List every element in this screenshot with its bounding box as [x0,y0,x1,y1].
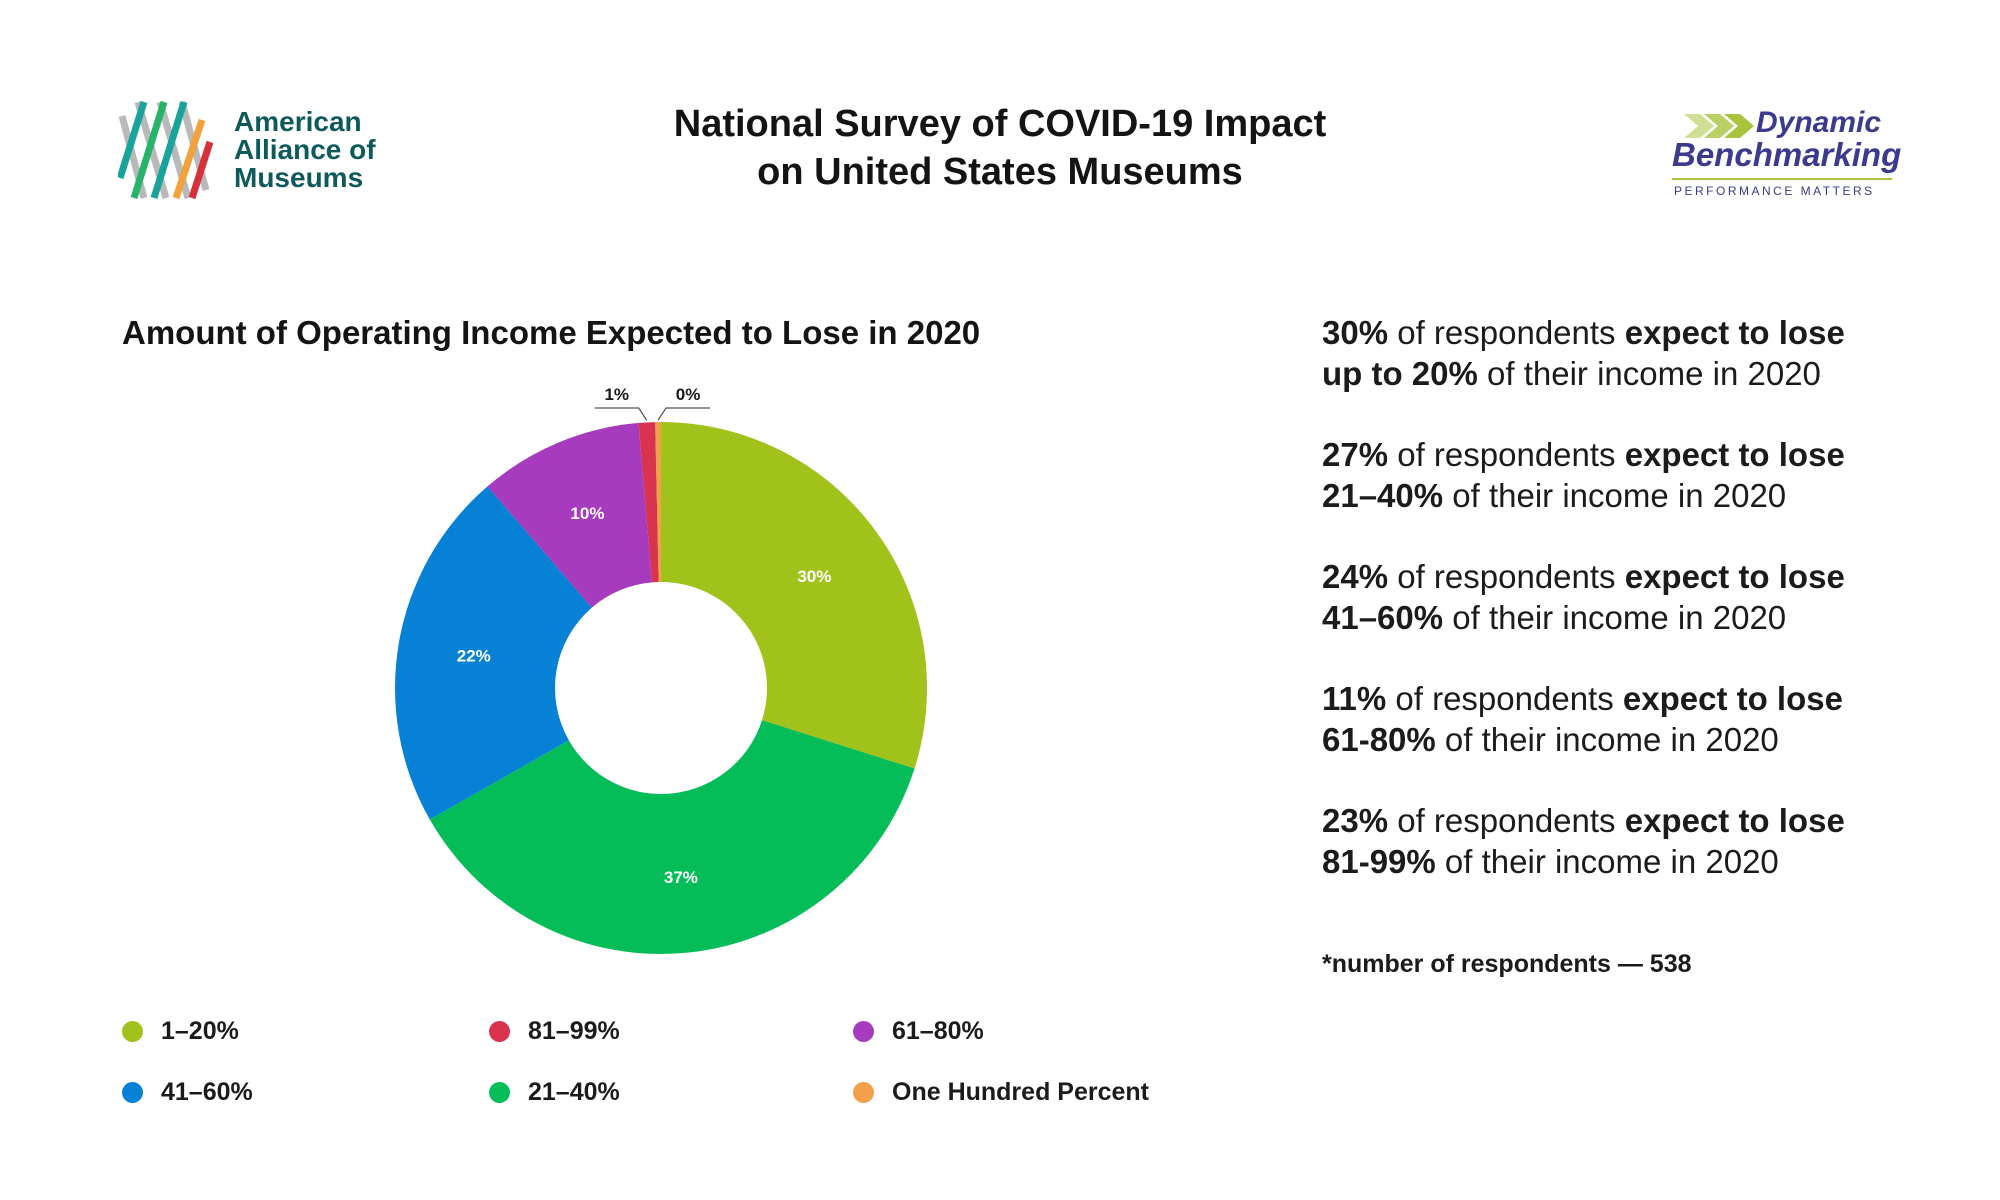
legend-item: 1–20% [122,1016,239,1046]
legend-label: 1–20% [161,1016,239,1045]
chart-title: Amount of Operating Income Expected to L… [122,314,981,351]
db-logo-divider [1672,178,1892,180]
slice-data-label: 10% [570,504,604,523]
legend-item: 61–80% [853,1016,984,1046]
legend-swatch [489,1020,510,1042]
legend-swatch [853,1081,874,1103]
legend-swatch [489,1081,510,1103]
slice-data-label: 22% [457,647,491,666]
db-logo-tagline: PERFORMANCE MATTERS [1674,184,1875,198]
legend-item: 81–99% [489,1016,620,1046]
aam-logo-line: Alliance of [234,134,376,165]
db-logo-word: Benchmarking [1672,136,1902,173]
legend-swatch [122,1081,143,1103]
respondents-note: *number of respondents — 538 [1322,950,1692,978]
legend-label: 41–60% [161,1077,253,1106]
stat-item: 27% of respondents expect to lose 21–40% … [1322,436,1845,514]
donut-slice [661,422,928,769]
page-title-line: National Survey of COVID-19 Impact [673,103,1327,145]
legend-label: 61–80% [892,1016,984,1045]
legend-item: 41–60% [122,1077,253,1107]
legend-swatch [122,1020,143,1042]
aam-logo-line: American [234,106,362,137]
db-logo-word: Dynamic [1756,106,1882,139]
donut-chart: 30% 37% 22% 10% 1% 0% [395,385,928,955]
triple-arrow-icon [1684,114,1754,138]
aam-logo-line: Museums [234,162,364,193]
slice-data-label: 30% [797,567,831,586]
page-title: National Survey of COVID-19 Impact on Un… [620,100,1380,196]
slice-data-label: 1% [604,385,629,404]
aam-logo-wordmark: American Alliance of Museums [234,108,376,192]
legend-item: 21–40% [489,1077,620,1107]
legend-item: One Hundred Percent [853,1077,1149,1107]
legend-swatch [853,1020,874,1042]
donut-slice [638,422,659,583]
donut-slice [429,720,915,955]
donut-slice [487,422,653,608]
stat-item: 23% of respondents expect to lose 81-99% … [1322,802,1845,880]
slice-data-label: 0% [676,385,701,404]
donut-slice [655,422,661,583]
legend-label: One Hundred Percent [892,1077,1149,1106]
stat-item: 24% of respondents expect to lose 41–60% … [1322,558,1845,636]
callout-leader-line [594,407,648,421]
legend-label: 81–99% [528,1016,620,1045]
legend-label: 21–40% [528,1077,620,1106]
page-title-line: on United States Museums [757,151,1243,193]
aam-logo-mark-icon [118,100,213,200]
dynamic-benchmarking-logo: Dynamic Benchmarking PERFORMANCE MATTERS [1660,106,1910,198]
slice-data-label: 37% [664,868,698,887]
donut-slice [395,486,592,820]
callout-leader-line [657,407,711,421]
stat-item: 30% of respondents expect to lose up to 2… [1322,314,1845,392]
stat-item: 11% of respondents expect to lose 61-80% … [1322,680,1843,758]
aam-logo: American Alliance of Museums [118,98,418,208]
